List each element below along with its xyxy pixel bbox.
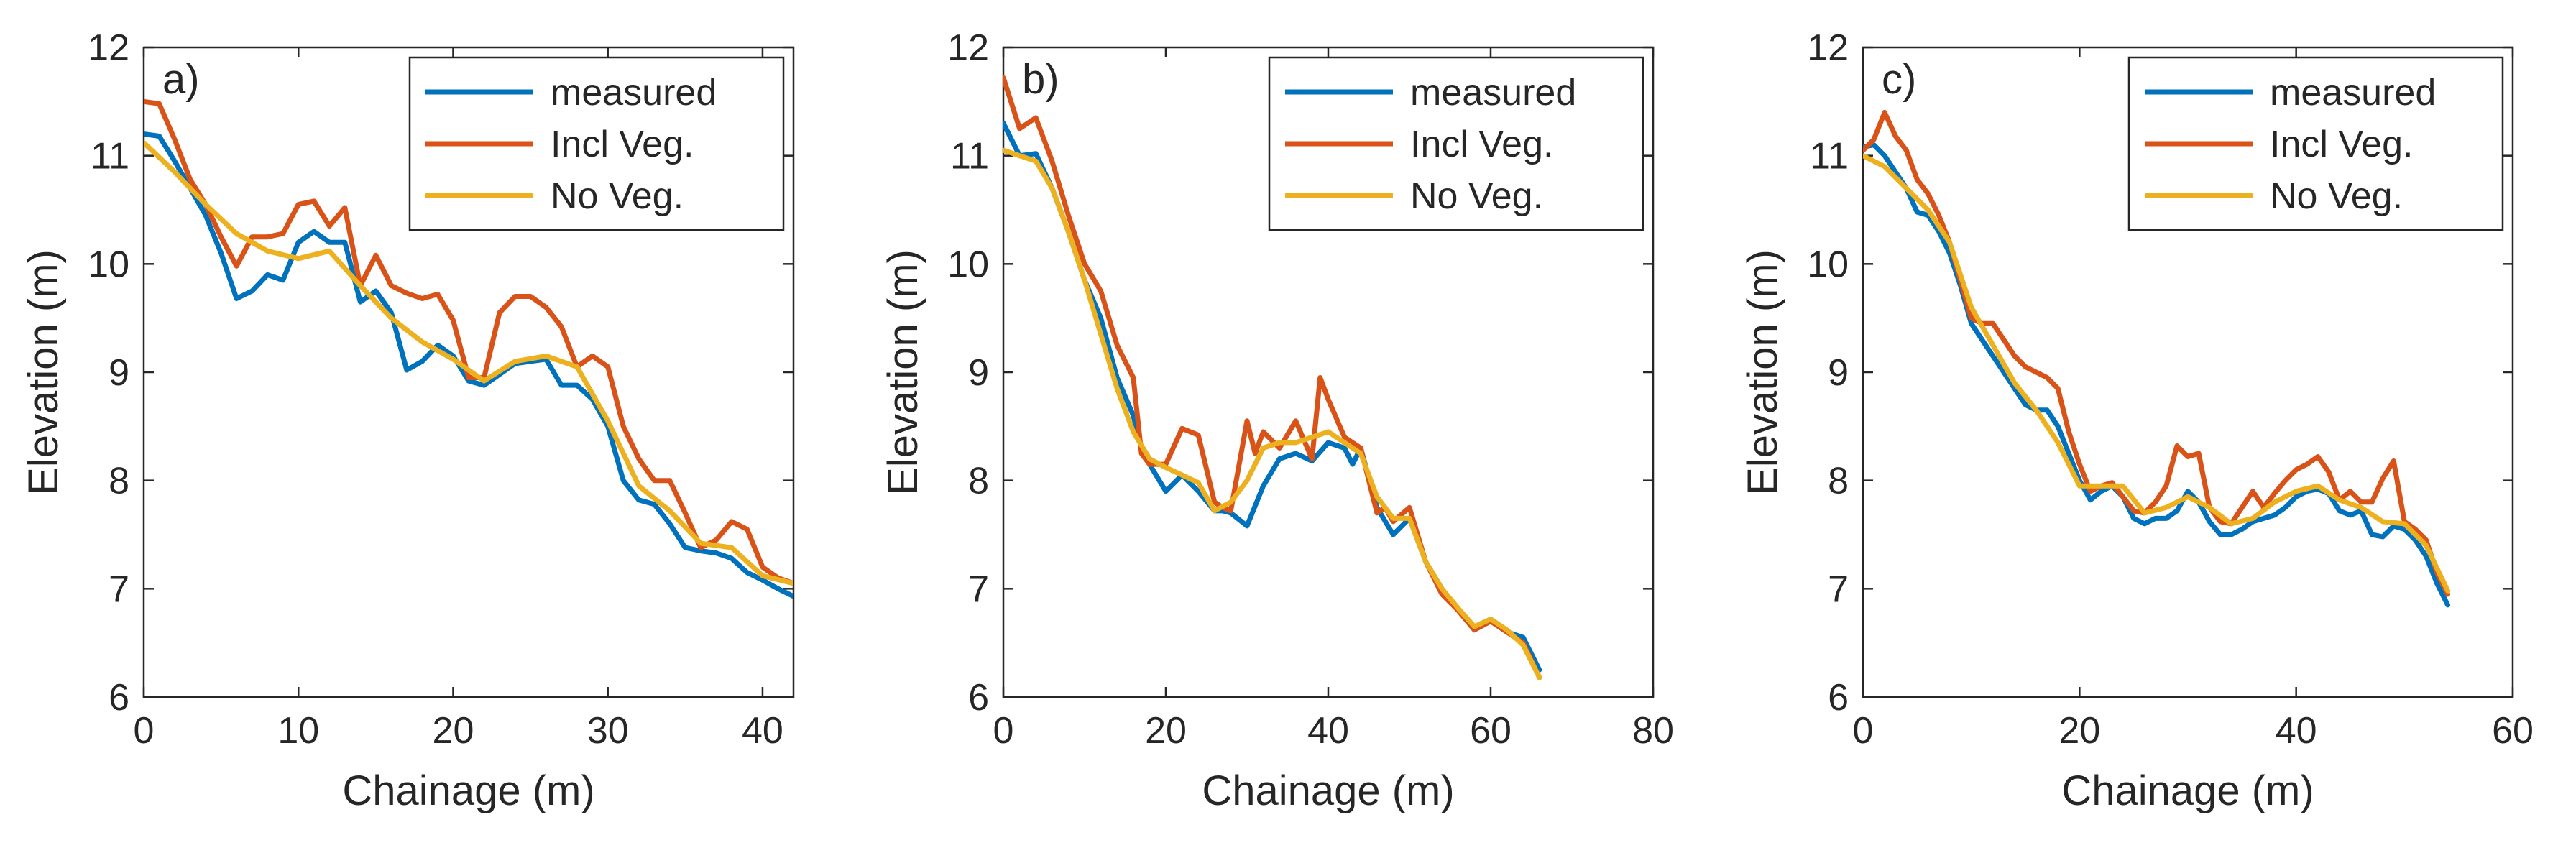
y-tick-label: 7 — [109, 568, 129, 610]
series-line-incl-veg — [144, 98, 794, 586]
series-line-no-veg — [1863, 153, 2451, 594]
x-tick-label: 0 — [1853, 710, 1874, 752]
y-tick-label: 11 — [950, 136, 989, 177]
legend-label: Incl Veg. — [1410, 124, 1553, 165]
x-tick-label: 80 — [1632, 710, 1674, 752]
y-tick-label: 12 — [947, 27, 989, 69]
panel-1: 0 10 20 30 40 6 7 8 9 10 11 12 Chainage (m) Elevation… — [20, 27, 795, 814]
legend-label: No Veg. — [551, 175, 684, 217]
y-axis-label: Elevation (m) — [20, 249, 67, 495]
y-tick-label: 8 — [109, 461, 129, 502]
x-axis-label: Chainage (m) — [342, 767, 594, 814]
x-tick-label: 30 — [587, 710, 629, 752]
y-tick-label: 11 — [91, 136, 129, 177]
y-tick-label: 12 — [88, 27, 129, 69]
x-tick-label: 20 — [1145, 710, 1187, 752]
x-tick-label: 40 — [742, 710, 783, 752]
legend-label: measured — [1410, 72, 1576, 114]
legend: measured Incl Veg. No Veg. — [1268, 56, 1644, 231]
series-line-no-veg — [1003, 147, 1542, 680]
panel-2: 0 20 40 60 80 6 7 8 9 10 11 12 Chainage (m) Elevation… — [880, 27, 1674, 814]
y-tick-label: 9 — [109, 352, 129, 394]
y-tick-label: 10 — [947, 244, 989, 285]
panel-3: 0 20 40 60 6 7 8 9 10 11 12 Chainage (m) Elevation (… — [1739, 27, 2534, 814]
y-tick-label: 9 — [1828, 352, 1849, 394]
x-tick-label: 20 — [2058, 710, 2100, 752]
y-tick-label: 6 — [968, 677, 989, 719]
series-line-measured — [144, 131, 794, 599]
y-tick-label: 10 — [88, 244, 129, 285]
x-tick-label: 40 — [1307, 710, 1349, 752]
x-tick-label: 0 — [134, 710, 155, 752]
panel-label: c) — [1882, 56, 1916, 103]
x-tick-label: 0 — [993, 710, 1014, 752]
y-tick-label: 8 — [968, 461, 989, 502]
y-tick-label: 6 — [1828, 677, 1849, 719]
y-tick-label: 10 — [1807, 244, 1849, 285]
panel-label: a) — [162, 56, 200, 103]
y-tick-label: 9 — [968, 352, 989, 394]
x-tick-label: 40 — [2276, 710, 2317, 752]
panel-label: b) — [1022, 56, 1059, 103]
y-axis-label: Elevation (m) — [1739, 249, 1786, 495]
legend-label: Incl Veg. — [2270, 124, 2413, 165]
y-tick-label: 7 — [968, 568, 989, 610]
legend-label: measured — [551, 72, 717, 114]
legend: measured Incl Veg. No Veg. — [408, 56, 785, 231]
legend-label: No Veg. — [2270, 175, 2403, 217]
y-tick-label: 8 — [1828, 461, 1849, 502]
x-tick-label: 10 — [277, 710, 319, 752]
y-tick-label: 7 — [1828, 568, 1849, 610]
x-axis-label: Chainage (m) — [2061, 767, 2314, 814]
legend: measured Incl Veg. No Veg. — [2128, 56, 2504, 231]
x-tick-label: 60 — [2492, 710, 2534, 752]
y-tick-label: 12 — [1807, 27, 1849, 69]
x-tick-label: 20 — [433, 710, 474, 752]
series-line-no-veg — [144, 140, 794, 586]
y-tick-label: 6 — [109, 677, 129, 719]
legend-label: No Veg. — [1410, 175, 1543, 217]
x-axis-label: Chainage (m) — [1202, 767, 1454, 814]
legend-label: measured — [2270, 72, 2436, 114]
y-tick-label: 11 — [1810, 136, 1849, 177]
legend-label: Incl Veg. — [551, 124, 694, 165]
x-tick-label: 60 — [1470, 710, 1512, 752]
y-axis-label: Elevation (m) — [880, 249, 926, 495]
